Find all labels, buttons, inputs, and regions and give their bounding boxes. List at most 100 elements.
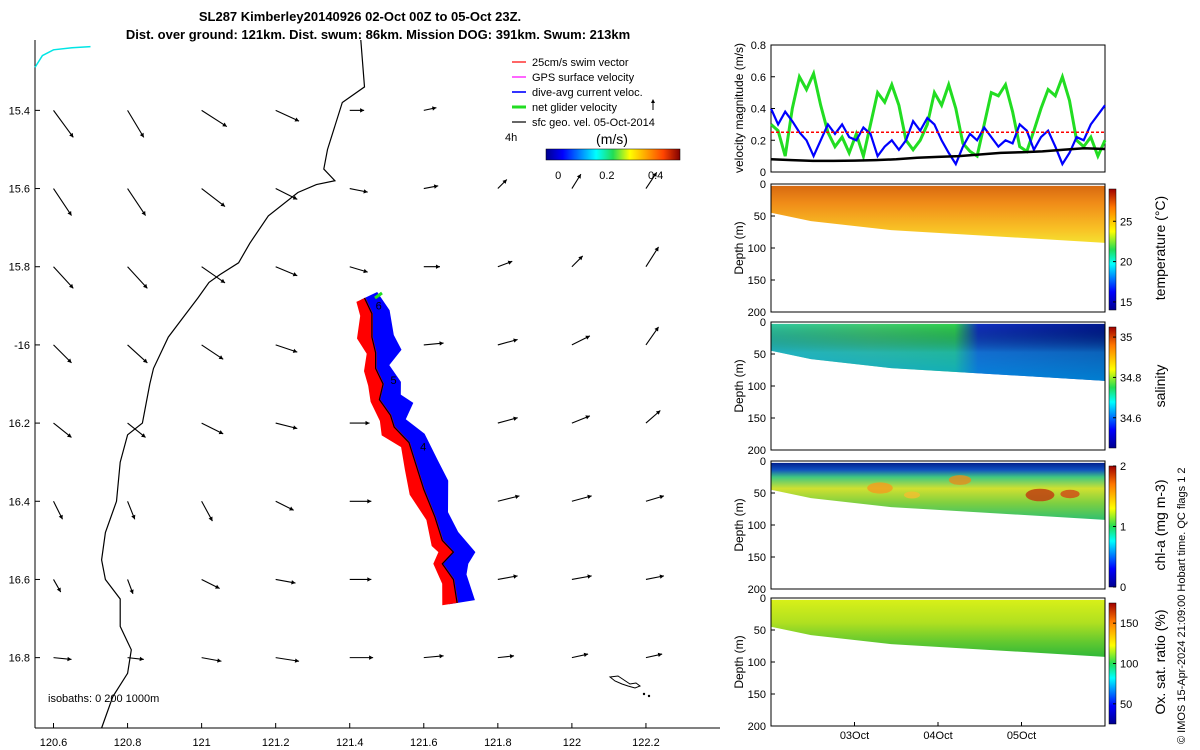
current-vector (497, 416, 518, 424)
map-legend: 25cm/s swim vector GPS surface velocity … (505, 57, 681, 182)
svg-text:25cm/s swim vector: 25cm/s swim vector (532, 57, 629, 69)
current-vector (645, 652, 663, 659)
current-vector (127, 579, 134, 595)
current-vector (201, 344, 224, 360)
current-vector (645, 172, 658, 189)
day-label: 4 (420, 441, 426, 453)
map-y-tick-label: -16 (14, 340, 30, 352)
current-vector (201, 657, 222, 663)
temperature-y-label: Depth (m) (732, 221, 746, 274)
velocity-series (769, 68, 1107, 167)
chla-field (771, 462, 1105, 520)
map-y-tick-label: 16.2 (9, 418, 30, 430)
svg-text:GPS surface velocity: GPS surface velocity (532, 72, 635, 84)
speed-colorbar-tick-label: 0.2 (599, 170, 614, 182)
speed-colorbar-ticks: 0 0.2 0.4 (555, 170, 663, 182)
map-x-tick-label: 120.6 (40, 737, 68, 749)
map-y-tick-label: 15.8 (9, 262, 30, 274)
colorbar-tick-label: 25 (1120, 216, 1132, 228)
coastline (100, 39, 366, 729)
current-vector (423, 264, 440, 269)
net-glider-velocity-marker (374, 291, 383, 300)
map-y-tick-label: 15.4 (9, 105, 30, 117)
current-vector (275, 657, 300, 663)
current-vector (645, 574, 665, 580)
legend-entry-sfc-geo-velocity: sfc geo. vel. 05-Oct-2014 (512, 117, 655, 129)
chla-y-label: Depth (m) (732, 498, 746, 551)
current-vector (275, 188, 298, 200)
current-vector (53, 188, 72, 216)
current-vector (349, 655, 374, 660)
current-vector (275, 266, 298, 277)
svg-text:dive-avg current veloc.: dive-avg current veloc. (532, 87, 643, 99)
current-vector (497, 574, 518, 580)
oxygen-field (771, 599, 1105, 657)
chla-patch (1060, 489, 1080, 499)
map-y-tick-label: 16.6 (9, 574, 30, 586)
depth-tick-label: 50 (754, 211, 766, 223)
velocity-y-tick-label: 0.8 (751, 40, 766, 52)
depth-tick-label: 200 (748, 445, 766, 457)
salinity-colorbar (1108, 326, 1117, 449)
colorbar-side-label: 4h (505, 132, 517, 144)
series-sfc-geo-velocity (770, 146, 1106, 163)
salinity-colorbar-label: salinity (1152, 365, 1168, 408)
colorbar-units: (m/s) (596, 131, 628, 147)
current-vector (201, 578, 220, 589)
depth-tick-label: 150 (748, 275, 766, 287)
current-vector (571, 173, 582, 189)
current-vector (571, 255, 584, 268)
island-outline (608, 675, 651, 698)
day-labels: 6 5 4 (376, 301, 427, 454)
current-vector (571, 415, 591, 424)
track-swim-envelope (356, 297, 459, 606)
current-vector (497, 494, 520, 502)
current-vector (53, 656, 72, 662)
velocity-y-tick-label: 0.4 (751, 104, 766, 116)
current-vector (53, 422, 72, 438)
coastline-isobath-cyan (34, 45, 91, 68)
isobaths-label: isobaths: 0 200 1000m (48, 693, 159, 705)
colorbar-tick-label: 100 (1120, 659, 1138, 671)
chla-patch (867, 482, 893, 494)
depth-tick-label: 200 (748, 721, 766, 733)
salinity-y-label: Depth (m) (732, 359, 746, 412)
temperature-colorbar-label: temperature (°C) (1152, 196, 1168, 300)
depth-tick-label: 50 (754, 625, 766, 637)
svg-text:net glider velocity: net glider velocity (532, 102, 617, 114)
speed-colorbar (545, 148, 681, 161)
current-vector (645, 326, 659, 346)
svg-text:sfc geo. vel. 05-Oct-2014: sfc geo. vel. 05-Oct-2014 (532, 117, 655, 129)
current-vector (349, 577, 372, 582)
date-tick-label: 04Oct (923, 730, 952, 742)
map-y-tick-label: 16.4 (9, 496, 30, 508)
current-vector (497, 260, 513, 268)
depth-tick-label: 150 (748, 413, 766, 425)
colorbar-tick-label: 50 (1120, 699, 1132, 711)
current-vector (53, 344, 72, 364)
map-x-tick-label: 121 (192, 737, 210, 749)
current-vector (127, 188, 147, 216)
current-vector (423, 654, 444, 659)
figure-subtitle: Dist. over ground: 121km. Dist. swum: 86… (126, 27, 630, 42)
current-vector (127, 110, 145, 138)
current-vector (275, 109, 300, 122)
current-vector (645, 246, 660, 268)
oxygen-y-label: Depth (m) (732, 635, 746, 688)
colorbar-tick-label: 20 (1120, 257, 1132, 269)
depth-tick-label: 100 (748, 657, 766, 669)
current-vector (571, 574, 592, 580)
colorbar-tick-label: 1 (1120, 522, 1126, 534)
map-x-ticks: 120.6 120.8 121 121.2 121.4 121.6 121.8 122 122.… (40, 723, 660, 749)
current-vector (127, 266, 148, 289)
chla-patch (904, 491, 920, 499)
depth-tick-label: 100 (748, 381, 766, 393)
colorbar-tick-label: 15 (1120, 297, 1132, 309)
velocity-panel: 0 0.2 0.4 0.6 0.8 velocity magnitude (m/s) (732, 40, 1107, 179)
map-y-tick-label: 16.8 (9, 653, 30, 665)
map-x-tick-label: 121.2 (262, 737, 290, 749)
day-label: 5 (390, 375, 396, 387)
map-x-tick-label: 121.6 (410, 737, 438, 749)
velocity-y-label: velocity magnitude (m/s) (732, 43, 746, 173)
